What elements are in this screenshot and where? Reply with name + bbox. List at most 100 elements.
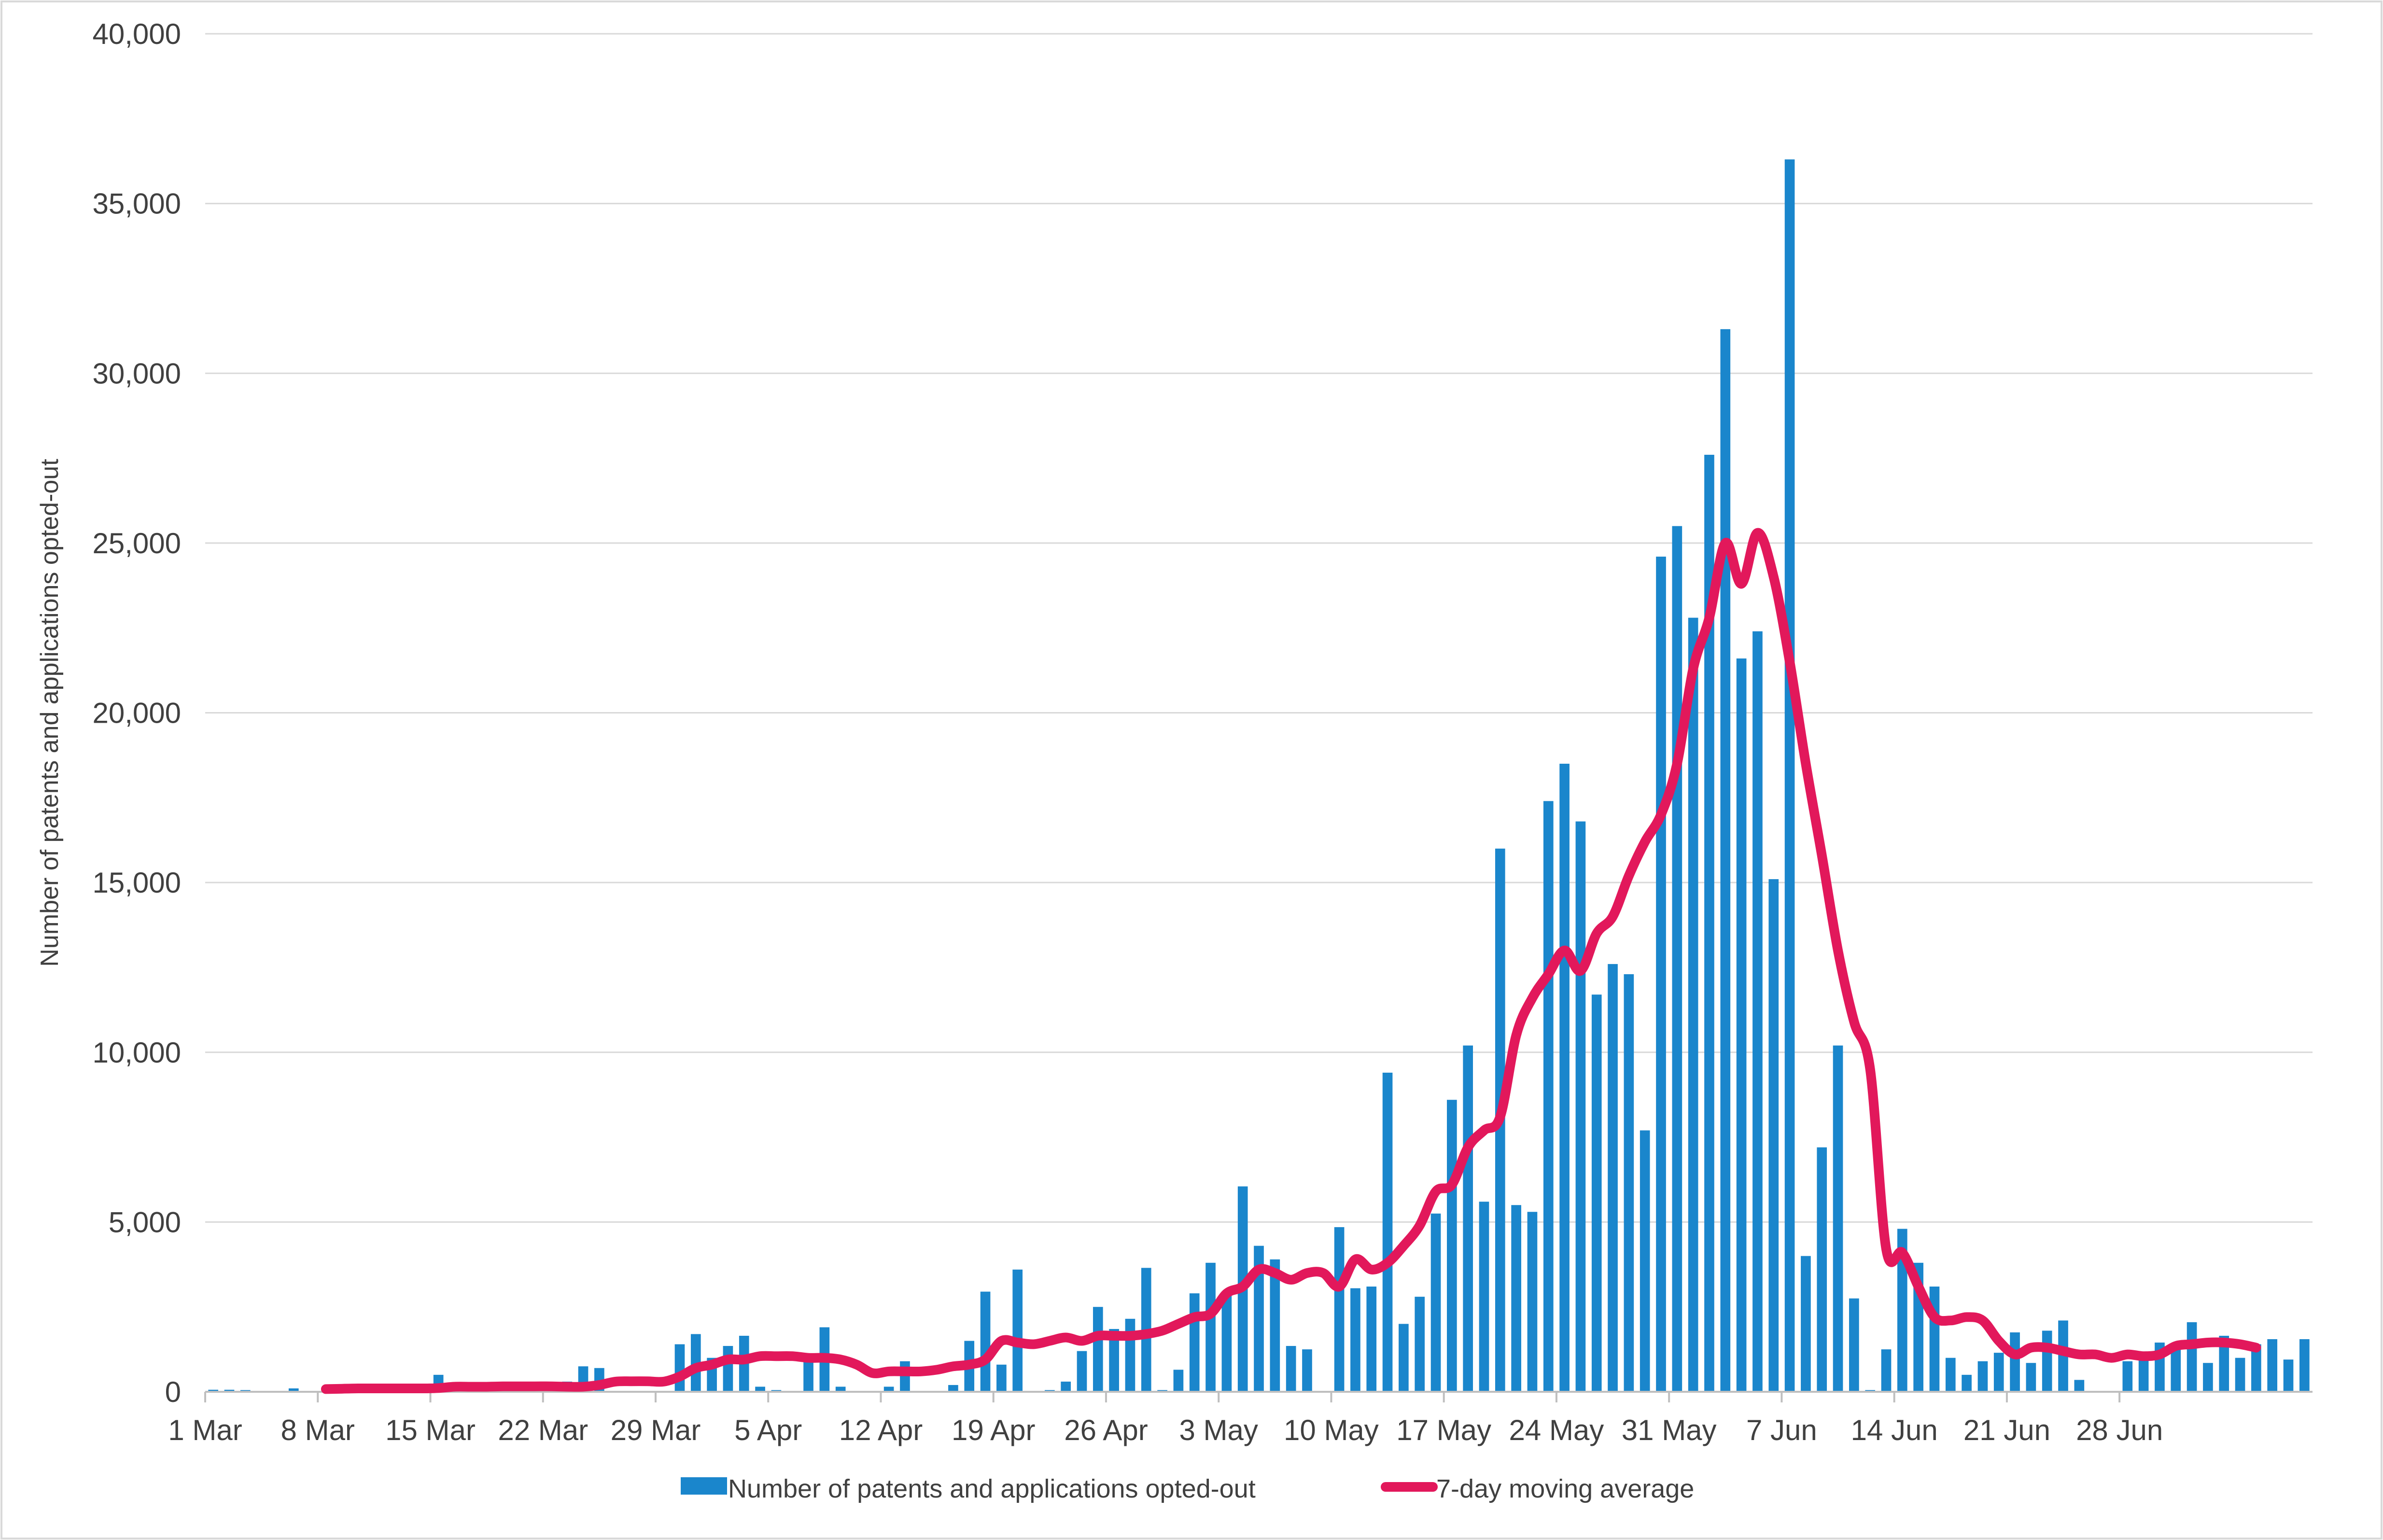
gridlines: [205, 33, 2313, 1223]
bar: [1752, 631, 1763, 1392]
y-tick-label: 0: [165, 1376, 181, 1408]
bar: [1624, 974, 1634, 1392]
bar: [1286, 1346, 1296, 1392]
x-tick-label: 29 Mar: [611, 1414, 701, 1446]
bar: [224, 1389, 235, 1392]
bar: [1945, 1358, 1956, 1392]
x-tick-label: 12 Apr: [839, 1414, 923, 1446]
bar: [288, 1388, 299, 1392]
bar: [2122, 1361, 2133, 1392]
bar: [1833, 1045, 1843, 1392]
bar: [1977, 1361, 1988, 1392]
bar: [1189, 1293, 1200, 1392]
bar: [996, 1364, 1007, 1392]
bar: [1993, 1353, 2004, 1392]
bar: [1672, 526, 1682, 1392]
legend-bar-swatch: [681, 1477, 727, 1495]
bar: [674, 1344, 685, 1392]
y-tick-label: 40,000: [92, 18, 181, 50]
bar: [1511, 1205, 1521, 1392]
x-tick-label: 24 May: [1509, 1414, 1604, 1446]
x-tick-label: 14 Jun: [1851, 1414, 1938, 1446]
bar: [1221, 1295, 1232, 1392]
y-tick-label: 10,000: [92, 1036, 181, 1069]
bar: [1061, 1381, 1071, 1392]
bar: [1543, 801, 1554, 1392]
bar: [980, 1291, 991, 1392]
bar: [1479, 1202, 1489, 1392]
bar: [1849, 1298, 1859, 1392]
bar: [2203, 1363, 2213, 1392]
bar: [2058, 1320, 2068, 1392]
x-tick-label: 1 Mar: [168, 1414, 242, 1446]
y-axis-ticks: 0 5,000 10,000 15,000 20,000 25,000 30,000 35,0…: [92, 18, 181, 1408]
bar: [1173, 1370, 1184, 1392]
bar: [1897, 1229, 1907, 1392]
bar: [1109, 1329, 1119, 1392]
bar: [1608, 964, 1618, 1392]
bar: [755, 1386, 765, 1392]
y-tick-label: 35,000: [92, 188, 181, 220]
x-tick-label: 28 Jun: [2076, 1414, 2163, 1446]
y-tick-label: 20,000: [92, 697, 181, 729]
bar: [1688, 617, 1698, 1392]
bar: [1206, 1262, 1216, 1392]
bar: [690, 1334, 701, 1392]
bar: [1817, 1147, 1827, 1392]
bar: [1801, 1256, 1811, 1392]
x-tick-label: 31 May: [1622, 1414, 1717, 1446]
bar: [883, 1386, 894, 1392]
bar: [835, 1386, 846, 1392]
bar: [1656, 557, 1666, 1392]
bar: [2187, 1322, 2197, 1392]
bar: [2235, 1358, 2245, 1392]
bar: [1270, 1259, 1280, 1392]
bar-series: [208, 159, 2310, 1392]
bar: [2074, 1380, 2085, 1392]
bar: [1704, 455, 1714, 1392]
bar: [1415, 1297, 1425, 1392]
x-tick-label: 21 Jun: [1963, 1414, 2050, 1446]
bar: [1591, 994, 1602, 1392]
y-tick-label: 25,000: [92, 527, 181, 560]
x-tick-label: 8 Mar: [281, 1414, 355, 1446]
x-tick-label: 19 Apr: [952, 1414, 1035, 1446]
x-axis-ticks: 1 Mar 8 Mar 15 Mar 22 Mar 29 Mar 5 Apr 12 Apr 1…: [168, 1392, 2163, 1446]
bar: [1125, 1318, 1135, 1392]
bar: [1254, 1246, 1264, 1392]
x-tick-label: 7 Jun: [1746, 1414, 1817, 1446]
bar: [1720, 329, 1731, 1392]
legend: Number of patents and applications opted…: [681, 1474, 1694, 1503]
bar: [1012, 1269, 1023, 1392]
bar: [1881, 1349, 1892, 1392]
bar: [2299, 1339, 2310, 1392]
legend-bar-label: Number of patents and applications opted…: [728, 1474, 1256, 1503]
bar: [2026, 1363, 2036, 1392]
bar: [1334, 1227, 1345, 1392]
x-tick-label: 3 May: [1179, 1414, 1258, 1446]
x-tick-label: 15 Mar: [385, 1414, 476, 1446]
x-tick-label: 22 Mar: [498, 1414, 588, 1446]
bar: [2267, 1339, 2278, 1392]
bar: [2010, 1332, 2020, 1392]
bar: [2042, 1330, 2052, 1392]
bar: [2138, 1358, 2149, 1392]
x-tick-label: 5 Apr: [734, 1414, 802, 1446]
bar: [1463, 1045, 1473, 1392]
x-tick-label: 26 Apr: [1064, 1414, 1148, 1446]
bar: [1399, 1324, 1409, 1392]
x-tick-label: 10 May: [1284, 1414, 1379, 1446]
bar: [803, 1358, 813, 1392]
bar: [2283, 1359, 2294, 1392]
bar: [2251, 1344, 2261, 1392]
bar: [1768, 879, 1779, 1392]
bar: [1736, 658, 1747, 1392]
bar: [1559, 763, 1570, 1392]
y-tick-label: 5,000: [109, 1206, 181, 1238]
y-axis-title: Number of patents and applications opted…: [36, 459, 64, 967]
bar: [1382, 1072, 1393, 1392]
bar: [1430, 1213, 1441, 1392]
bar: [900, 1361, 910, 1392]
bar: [2219, 1335, 2229, 1392]
